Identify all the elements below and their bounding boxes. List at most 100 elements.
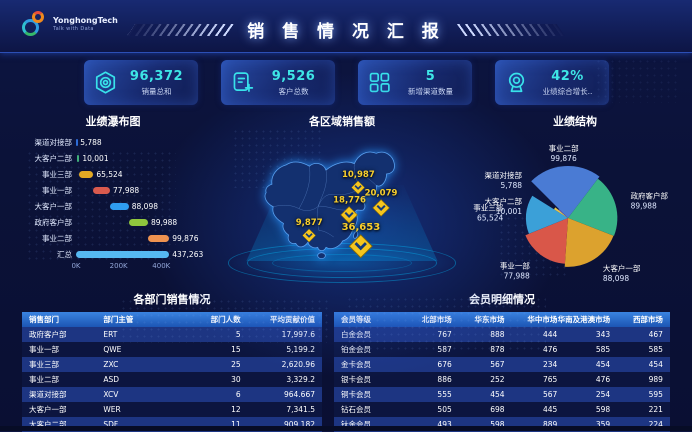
cell-value: 444 <box>543 330 558 339</box>
waterfall-value-label: 99,876 <box>172 234 199 243</box>
row-label: 渠道对接部 <box>29 390 67 399</box>
pie-slice[interactable] <box>525 218 568 264</box>
charts-row: 业绩瀑布图 渠道对接部 5,788 大客户二部 10,001 事业三部 65,524 事业一… <box>0 105 692 285</box>
table-row[interactable]: 事业三部 ZXC 25 2,620.96 <box>22 357 322 372</box>
pie-slice[interactable] <box>554 207 568 218</box>
row-label: 金卡会员 <box>341 360 371 369</box>
kpi-card-growth[interactable]: 42% 业绩综合增长.. <box>494 60 609 105</box>
waterfall-category-label: 事业一部 <box>42 185 72 195</box>
waterfall-category-label: 政府客户部 <box>34 217 73 227</box>
pie-label-value: 10,001 <box>496 207 522 216</box>
member-table-title: 会员明细情况 <box>469 293 535 306</box>
map-marker[interactable]: 10,987 <box>342 170 375 195</box>
waterfall-bar[interactable] <box>79 170 94 178</box>
waterfall-bar[interactable] <box>76 250 170 258</box>
table-header-row: 会员等级 北部市场 华东市场 华中市场 华南及港澳市场 西部市场 <box>334 312 670 327</box>
kpi-value: 5 <box>425 68 436 84</box>
hexagon-nut-icon <box>95 71 115 94</box>
map-title: 各区域销售额 <box>308 115 375 128</box>
table-row[interactable]: 金卡会员 676 567 234 454 454 <box>334 357 670 372</box>
pie-slice[interactable] <box>531 165 600 218</box>
waterfall-bar[interactable] <box>76 138 78 146</box>
column-header: 北部市场 <box>421 315 452 324</box>
platform-ring <box>228 243 456 283</box>
cell-value: 17,997.6 <box>281 330 315 339</box>
cell-value: 888 <box>490 330 505 339</box>
location-diamond-icon <box>372 199 390 217</box>
waterfall-track: 437,263 <box>76 246 204 262</box>
cell-value: 224 <box>648 420 663 429</box>
map-marker[interactable]: 9,877 <box>296 218 323 243</box>
tables-row: 各部门销售情况 销售部门 部门主管 部门人数 平均贡献价值 政府客户部 ERT 5 17,99… <box>0 285 692 432</box>
pie-label-value: 99,876 <box>550 154 576 163</box>
cell-value: 359 <box>595 420 611 429</box>
cell-value: 765 <box>543 375 558 384</box>
waterfall-value-label: 10,001 <box>82 154 109 163</box>
kpi-value: 96,372 <box>129 68 184 84</box>
cell-value: ERT <box>103 330 118 339</box>
column-header: 华南及港澳市场 <box>557 315 611 324</box>
row-label: 事业三部 <box>29 360 59 369</box>
kpi-label: 业绩综合增长.. <box>542 86 593 96</box>
dept-table-title: 各部门销售情况 <box>133 293 211 306</box>
china-map[interactable] <box>223 134 460 263</box>
pie-slice[interactable] <box>525 195 568 234</box>
pie-label-name: 事业一部 <box>500 261 530 271</box>
waterfall-bar[interactable] <box>109 202 129 210</box>
table-row[interactable]: 大客户一部 WER 12 7,341.5 <box>22 402 322 417</box>
column-header: 平均贡献价值 <box>269 315 315 324</box>
cell-value: 909.182 <box>283 420 315 429</box>
map-marker[interactable]: 20,079 <box>365 189 397 218</box>
table-row[interactable]: 事业一部 QWE 15 5,199.2 <box>22 342 322 357</box>
cell-value: 585 <box>595 345 611 354</box>
waterfall-bar[interactable] <box>93 186 110 194</box>
kpi-card-new-channels[interactable]: 5 新增渠道数量 <box>357 60 472 105</box>
axis-tick-label: 200K <box>109 262 128 270</box>
pie-label-value: 77,988 <box>504 272 530 281</box>
waterfall-chart: 渠道对接部 5,788 大客户二部 10,001 事业三部 65,524 事业一部 77,98… <box>22 134 204 272</box>
cell-value: 15 <box>231 345 241 354</box>
pie-slice[interactable] <box>564 218 614 267</box>
table-row[interactable]: 银卡会员 886 252 765 476 989 <box>334 372 670 387</box>
cell-value: 567 <box>490 360 505 369</box>
cell-value: 595 <box>648 390 663 399</box>
cell-value: 12 <box>231 405 241 414</box>
table-row[interactable]: 白金会员 767 888 444 343 467 <box>334 327 670 342</box>
row-label: 大客户二部 <box>29 420 67 429</box>
map-marker[interactable]: 18,776 <box>333 196 366 225</box>
table-row[interactable]: 政府客户部 ERT 5 17,997.6 <box>22 327 322 342</box>
waterfall-row: 事业一部 77,988 <box>22 182 204 198</box>
cell-value: 234 <box>543 360 558 369</box>
target-icon <box>508 72 524 93</box>
waterfall-track: 65,524 <box>76 166 204 182</box>
platform-rings-decoration <box>226 242 458 284</box>
table-row[interactable]: 钻石会员 505 698 445 598 221 <box>334 402 670 417</box>
waterfall-category-label: 汇总 <box>57 249 72 259</box>
header-bar: YonghongTech Talk with Data 销 售 情 况 汇 报 <box>0 0 692 53</box>
map-marker[interactable]: 36,653 <box>342 222 380 259</box>
table-row[interactable]: 渠道对接部 XCV 6 964.667 <box>22 387 322 402</box>
kpi-value: 9,526 <box>271 68 316 84</box>
cell-value: SDF <box>103 420 119 429</box>
region-map-panel: 各区域销售额 <box>216 110 468 285</box>
pie-slice[interactable] <box>558 209 568 218</box>
platform-ring <box>246 248 438 278</box>
cell-value: 505 <box>437 405 452 414</box>
pie-slice[interactable] <box>568 178 618 236</box>
table-row[interactable]: 铂金会员 587 878 476 585 585 <box>334 342 670 357</box>
waterfall-bar[interactable] <box>128 218 148 226</box>
cell-value: 476 <box>543 345 558 354</box>
logo-ring-orange-icon <box>32 11 44 23</box>
kpi-card-customer-total[interactable]: 9,526 客户总数 <box>220 60 335 105</box>
rose-title: 业绩结构 <box>553 115 597 128</box>
waterfall-bar[interactable] <box>77 154 80 162</box>
map-stage: 10,987 20,079 18,776 9,877 36,653 <box>216 128 468 285</box>
logo-ring-blue-icon <box>22 19 39 36</box>
row-label: 白金会员 <box>341 330 371 339</box>
table-row[interactable]: 事业二部 ASD 30 3,329.2 <box>22 372 322 387</box>
map-marker-value: 10,987 <box>341 169 375 180</box>
kpi-card-sales-total[interactable]: 96,372 销量总和 <box>83 60 198 105</box>
waterfall-bar[interactable] <box>147 234 170 242</box>
table-row[interactable]: 铜卡会员 555 454 567 254 595 <box>334 387 670 402</box>
